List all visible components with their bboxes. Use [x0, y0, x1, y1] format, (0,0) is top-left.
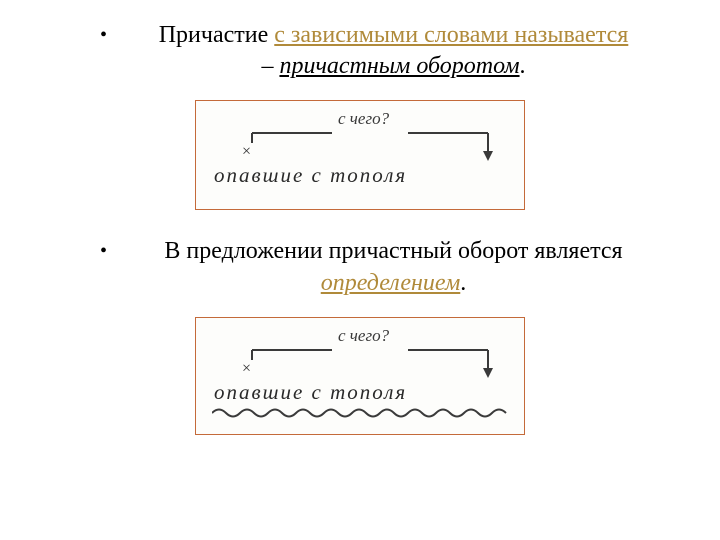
figure-1: с чего? × опавшие с тополя [195, 100, 525, 210]
cross-mark-1: × [242, 143, 251, 161]
wavy-underline [212, 406, 512, 420]
arrow-svg-1 [206, 107, 516, 167]
bullet-dot: • [100, 20, 107, 50]
bullet1-line2-end: . [520, 53, 526, 79]
bullet1-line2-dash: – [261, 53, 279, 79]
arrow-svg-2 [206, 324, 516, 384]
bullet2-text: В предложении причастный оборот является [164, 238, 622, 264]
cross-mark-2: × [242, 360, 251, 378]
phrase-2: опавшие с тополя [214, 380, 407, 405]
figure-2-wrap: с чего? × опавшие с тополя [40, 317, 680, 435]
bullet2-accent: определением [321, 270, 461, 296]
bullet1-line2-italic: причастным оборотом [279, 53, 519, 79]
bullet-1: • Причастие с зависимыми словами называе… [100, 20, 670, 82]
bullet-dot-2: • [100, 236, 107, 266]
figure-2: с чего? × опавшие с тополя [195, 317, 525, 435]
bullet2-line2-end: . [460, 270, 466, 296]
figure-1-wrap: с чего? × опавшие с тополя [40, 100, 680, 210]
phrase-1: опавшие с тополя [214, 163, 407, 188]
bullet1-text: Причастие [159, 22, 275, 48]
bullet-2: • В предложении причастный оборот являет… [100, 236, 670, 298]
bullet1-accent: с зависимыми словами называется [274, 22, 628, 48]
